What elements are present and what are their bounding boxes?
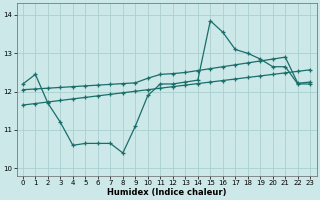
- X-axis label: Humidex (Indice chaleur): Humidex (Indice chaleur): [107, 188, 226, 197]
